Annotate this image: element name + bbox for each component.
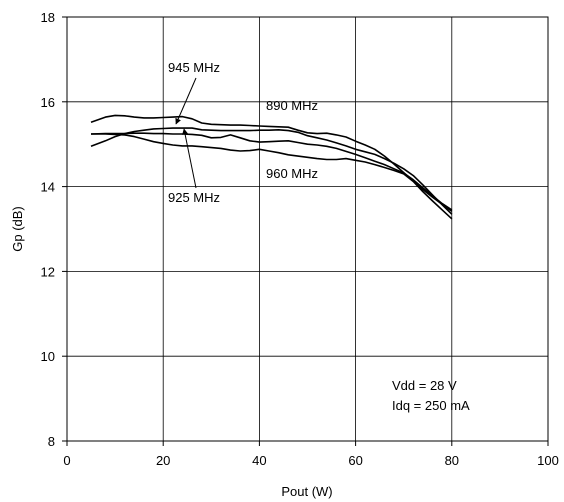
x-tick-label: 40	[252, 453, 266, 468]
annotation-vdd: Vdd = 28 V	[392, 378, 457, 393]
y-tick-label: 12	[41, 264, 55, 279]
x-axis-title: Pout (W)	[281, 484, 332, 499]
y-tick-label: 16	[41, 95, 55, 110]
x-tick-label: 100	[537, 453, 559, 468]
series-label-925: 925 MHz	[168, 190, 220, 205]
y-tick-label: 8	[48, 434, 55, 449]
series-label-960: 960 MHz	[266, 166, 318, 181]
x-tick-label: 60	[348, 453, 362, 468]
leader-945	[175, 77, 197, 125]
series-label-945: 945 MHz	[168, 60, 220, 75]
x-tick-label: 80	[445, 453, 459, 468]
x-tick-label: 20	[156, 453, 170, 468]
series-line-960-mhz	[90, 132, 453, 211]
y-tick-labels: 8 10 12 14 16 18	[41, 10, 67, 449]
y-tick-label: 18	[41, 10, 55, 25]
x-tick-labels: 0 20 40 60 80 100	[63, 441, 559, 468]
x-tick-label: 0	[63, 453, 70, 468]
grid-lines	[67, 17, 548, 441]
label-leader-lines	[175, 77, 197, 189]
annotation-idq: Idq = 250 mA	[392, 398, 470, 413]
series-label-890: 890 MHz	[266, 98, 318, 113]
y-tick-label: 14	[41, 180, 55, 195]
leader-925	[182, 128, 197, 189]
y-axis-title: Gp (dB)	[10, 206, 25, 252]
y-tick-label: 10	[41, 349, 55, 364]
series-line-925-mhz	[91, 133, 453, 220]
series-line-890-mhz	[90, 127, 453, 215]
series-lines	[90, 114, 453, 220]
plot-frame	[66, 16, 549, 442]
